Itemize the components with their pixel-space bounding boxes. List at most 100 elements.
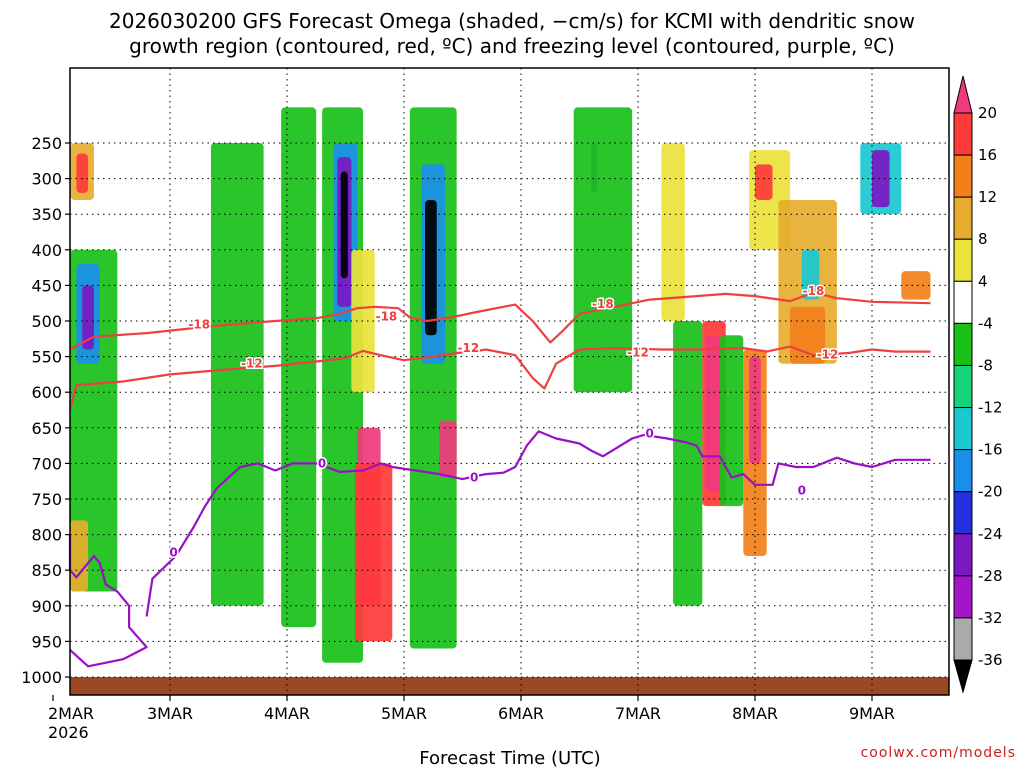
freezing-level-contour [145,430,931,617]
omega-region-25 [719,335,744,507]
x-axis-year: 2026 [48,723,89,742]
y-axis-ticks: 250 300 350 400 450 500 550 600 650 700 750 800 850 9… [21,134,70,687]
y-tick-label-750: 750 [31,490,62,509]
y-tick-label-350: 350 [31,205,62,224]
x-tick-label-3MAR: 3MAR [147,704,193,723]
colorbar-label-8: -16 [978,441,1003,459]
ground-fill [70,677,949,695]
chart-title-line-2: growth region (contoured, red, ºC) and f… [129,34,895,58]
y-tick-label-700: 700 [31,454,62,473]
dgz-lower-contour-label-3: -12 [817,347,839,361]
freezing-level-contour-label-2: 0 [470,471,478,485]
grid-lines [70,68,949,695]
omega-region-7 [281,107,317,628]
omega-region-32 [801,249,820,300]
omega-region-18 [439,420,457,478]
omega-region-14 [354,463,393,642]
x-tick-label-2MAR: 2MAR [48,704,94,723]
y-tick-label-250: 250 [31,134,62,153]
freezing-level-contour-label-1: 0 [318,456,326,470]
dgz-lower-contour-label-0: -12 [241,357,263,371]
omega-region-1 [76,153,89,193]
colorbar-label-1: 16 [978,146,997,164]
colorbar-swatch-5 [953,280,973,324]
x-axis-title: Forecast Time (UTC) [419,748,600,768]
omega-region-4 [82,285,94,350]
colorbar-label-4: 4 [978,272,988,290]
x-tick-label-5MAR: 5MAR [381,704,427,723]
dgz-upper-contour-label-0: -18 [188,318,210,332]
freezing-level-contour-label-3: 0 [646,426,654,440]
y-tick-label-550: 550 [31,348,62,367]
plot-background [70,68,949,695]
omega-region-24 [705,335,720,492]
x-tick-label-9MAR: 9MAR [849,704,895,723]
y-tick-label-650: 650 [31,419,62,438]
x-tick-label-8MAR: 8MAR [732,704,778,723]
freezing-level-contour-label-4: 0 [798,483,806,497]
colorbar-swatch-4 [953,238,973,282]
omega-region-22 [673,321,703,606]
colorbar-swatch-6 [953,322,973,366]
dgz-lower-contour-label-1: -12 [458,341,480,355]
colorbar-swatch-11 [953,533,973,577]
x-tick-label-6MAR: 6MAR [498,704,544,723]
omega-region-21 [661,143,685,321]
colorbar-label-12: -32 [978,609,1003,627]
colorbar-swatch-12 [953,575,973,619]
omega-region-34 [872,150,890,208]
colorbar-swatch-3 [953,196,973,240]
colorbar-label-2: 12 [978,188,997,206]
x-axis-ticks: 2MAR 3MAR 4MAR 5MAR 6MAR 7MAR 8MAR 9MAR [48,695,895,723]
dgz-upper-contour [69,291,931,351]
colorbar-label-5: -4 [978,314,993,332]
dgz-upper-contour-label-3: -18 [803,284,825,298]
omega-region-5 [70,520,89,592]
dgz-lower-contour [68,345,931,411]
dgz-upper-contour-label-2: -18 [592,297,614,311]
omega-region-29 [755,164,773,200]
colorbar-swatch-7 [953,364,973,409]
colorbar-label-0: 20 [978,104,997,122]
x-tick-label-4MAR: 4MAR [264,704,310,723]
colorbar-label-3: 8 [978,230,988,248]
omega-region-12 [351,249,375,393]
colorbar-label-7: -12 [978,399,1003,417]
omega-region-11 [340,171,348,279]
colorbar-label-9: -20 [978,483,1003,501]
y-tick-label-850: 850 [31,561,62,580]
contour-lines: -18 -18 -18 -18 -12 -12 -12 -12 0 0 0 0 0 [68,283,931,668]
freezing-level-low-contour [68,534,148,668]
omega-region-17 [425,199,437,336]
y-tick-label-400: 400 [31,241,62,260]
credit-text: coolwx.com/models [861,745,1016,761]
y-tick-label-900: 900 [31,597,62,616]
y-tick-label-600: 600 [31,383,62,402]
plot-frame [69,67,950,696]
y-tick-label-500: 500 [31,312,62,331]
colorbar-swatch-2 [953,154,973,198]
colorbar-arrow-top [953,75,973,114]
chart-title-line-1: 2026030200 GFS Forecast Omega (shaded, −… [109,9,915,33]
y-tick-label-800: 800 [31,526,62,545]
omega-region-6 [210,143,264,606]
colorbar-swatch-8 [953,407,973,451]
x-tick-label-7MAR: 7MAR [615,704,661,723]
omega-region-35 [901,271,931,300]
freezing-level-contour-label-0: 0 [169,545,177,559]
colorbar-label-10: -24 [978,525,1003,543]
colorbar-arrow-bottom [953,659,973,694]
y-tick-label-1000: 1000 [21,668,62,687]
y-tick-label-950: 950 [31,632,62,651]
colorbar-label-13: -36 [978,651,1003,669]
colorbar-swatch-13 [953,617,973,661]
plot-area: -18 -18 -18 -18 -12 -12 -12 -12 0 0 0 0 0 [68,67,950,696]
y-tick-label-300: 300 [31,170,62,189]
y-tick-label-450: 450 [31,276,62,295]
colorbar-swatch-1 [953,112,973,156]
colorbar-swatch-9 [953,449,973,493]
omega-shading [70,107,931,663]
colorbar-label-6: -8 [978,356,993,374]
dgz-lower-contour-label-2: -12 [627,345,649,359]
